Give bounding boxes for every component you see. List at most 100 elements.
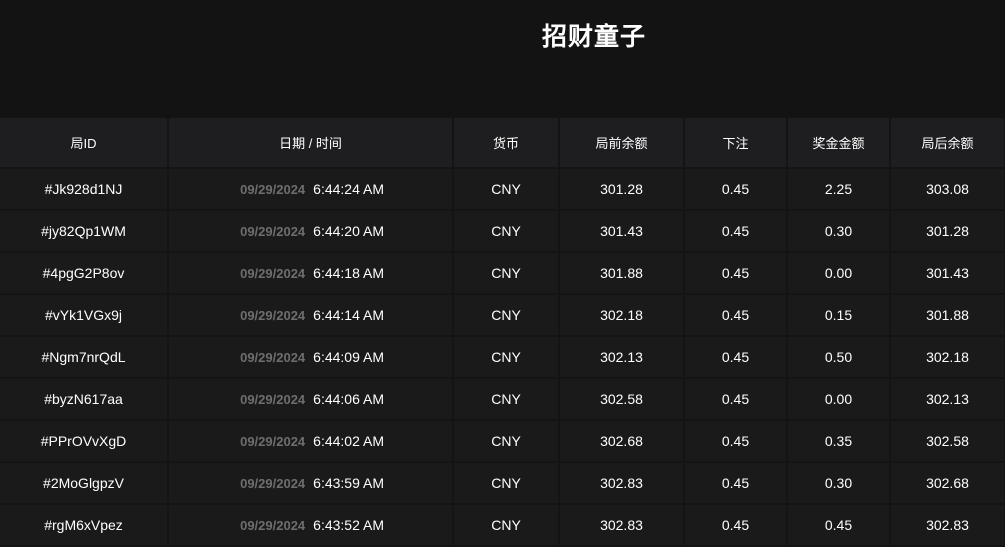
datetime: 09/29/2024 6:44:18 AM <box>168 252 454 295</box>
balance-before: 301.28 <box>559 168 685 211</box>
date: 09/29/2024 <box>240 308 306 323</box>
balance-after: 303.08 <box>890 168 1005 211</box>
round-id[interactable]: #PPrOVvXgD <box>0 420 169 463</box>
bet: 0.45 <box>684 294 788 337</box>
datetime: 09/29/2024 6:44:24 AM <box>168 168 454 211</box>
date: 09/29/2024 <box>240 182 306 197</box>
bet: 0.45 <box>684 420 788 463</box>
currency: CNY <box>453 210 560 253</box>
datetime: 09/29/2024 6:44:06 AM <box>168 378 454 421</box>
currency: CNY <box>453 378 560 421</box>
bet: 0.45 <box>684 504 788 547</box>
round-id[interactable]: #rgM6xVpez <box>0 504 169 547</box>
balance-before: 301.43 <box>559 210 685 253</box>
bet: 0.45 <box>684 462 788 505</box>
datetime: 09/29/2024 6:44:02 AM <box>168 420 454 463</box>
bet: 0.45 <box>684 378 788 421</box>
time: 6:44:20 AM <box>313 223 384 239</box>
win: 0.45 <box>787 504 891 547</box>
win: 0.50 <box>787 336 891 379</box>
date: 09/29/2024 <box>240 392 306 407</box>
time: 6:44:02 AM <box>313 433 384 449</box>
win: 0.00 <box>787 252 891 295</box>
currency: CNY <box>453 504 560 547</box>
datetime: 09/29/2024 6:43:52 AM <box>168 504 454 547</box>
table-row[interactable]: #4pgG2P8ov 09/29/2024 6:44:18 AM CNY 301.… <box>0 252 1005 295</box>
time: 6:44:14 AM <box>313 307 384 323</box>
balance-before: 301.88 <box>559 252 685 295</box>
time: 6:44:09 AM <box>313 349 384 365</box>
datetime: 09/29/2024 6:43:59 AM <box>168 462 454 505</box>
col-round-id: 局ID <box>0 118 169 169</box>
round-id[interactable]: #2MoGlgpzV <box>0 462 169 505</box>
balance-after: 302.83 <box>890 504 1005 547</box>
col-datetime: 日期 / 时间 <box>168 118 454 169</box>
round-id[interactable]: #4pgG2P8ov <box>0 252 169 295</box>
win: 0.30 <box>787 210 891 253</box>
win: 0.00 <box>787 378 891 421</box>
header: 招财童子 <box>0 0 1005 118</box>
round-id[interactable]: #Ngm7nrQdL <box>0 336 169 379</box>
currency: CNY <box>453 420 560 463</box>
balance-after: 302.13 <box>890 378 1005 421</box>
win: 2.25 <box>787 168 891 211</box>
col-bet: 下注 <box>684 118 788 169</box>
col-currency: 货币 <box>453 118 560 169</box>
balance-after: 302.68 <box>890 462 1005 505</box>
win: 0.35 <box>787 420 891 463</box>
table-row[interactable]: #PPrOVvXgD 09/29/2024 6:44:02 AM CNY 302.… <box>0 420 1005 463</box>
date: 09/29/2024 <box>240 518 306 533</box>
table-row[interactable]: #Jk928d1NJ 09/29/2024 6:44:24 AM CNY 301.… <box>0 168 1005 211</box>
bet: 0.45 <box>684 168 788 211</box>
balance-before: 302.58 <box>559 378 685 421</box>
date: 09/29/2024 <box>240 476 306 491</box>
history-table: 局ID 日期 / 时间 货币 局前余额 下注 奖金金额 局后余额 #Jk928d… <box>0 118 1005 547</box>
bet: 0.45 <box>684 336 788 379</box>
col-balance-before: 局前余额 <box>559 118 685 169</box>
win: 0.15 <box>787 294 891 337</box>
table-header: 局ID 日期 / 时间 货币 局前余额 下注 奖金金额 局后余额 <box>0 118 1005 169</box>
bet: 0.45 <box>684 210 788 253</box>
table-row[interactable]: #rgM6xVpez 09/29/2024 6:43:52 AM CNY 302.… <box>0 504 1005 547</box>
currency: CNY <box>453 168 560 211</box>
balance-before: 302.18 <box>559 294 685 337</box>
table-row[interactable]: #Ngm7nrQdL 09/29/2024 6:44:09 AM CNY 302.… <box>0 336 1005 379</box>
page-title: 招财童子 <box>542 22 647 51</box>
date: 09/29/2024 <box>240 434 306 449</box>
balance-after: 301.88 <box>890 294 1005 337</box>
currency: CNY <box>453 252 560 295</box>
time: 6:43:52 AM <box>313 517 384 533</box>
date: 09/29/2024 <box>240 350 306 365</box>
balance-before: 302.83 <box>559 504 685 547</box>
datetime: 09/29/2024 6:44:09 AM <box>168 336 454 379</box>
time: 6:44:06 AM <box>313 391 384 407</box>
time: 6:44:24 AM <box>313 181 384 197</box>
table-row[interactable]: #vYk1VGx9j 09/29/2024 6:44:14 AM CNY 302.… <box>0 294 1005 337</box>
win: 0.30 <box>787 462 891 505</box>
round-id[interactable]: #vYk1VGx9j <box>0 294 169 337</box>
table-row[interactable]: #2MoGlgpzV 09/29/2024 6:43:59 AM CNY 302.… <box>0 462 1005 505</box>
datetime: 09/29/2024 6:44:20 AM <box>168 210 454 253</box>
balance-after: 302.18 <box>890 336 1005 379</box>
currency: CNY <box>453 336 560 379</box>
balance-before: 302.13 <box>559 336 685 379</box>
date: 09/29/2024 <box>240 224 306 239</box>
col-balance-after: 局后余额 <box>890 118 1005 169</box>
time: 6:43:59 AM <box>313 475 384 491</box>
currency: CNY <box>453 462 560 505</box>
round-id[interactable]: #jy82Qp1WM <box>0 210 169 253</box>
col-win: 奖金金额 <box>787 118 891 169</box>
round-id[interactable]: #byzN617aa <box>0 378 169 421</box>
table-row[interactable]: #jy82Qp1WM 09/29/2024 6:44:20 AM CNY 301.… <box>0 210 1005 253</box>
date: 09/29/2024 <box>240 266 306 281</box>
bet: 0.45 <box>684 252 788 295</box>
balance-after: 302.58 <box>890 420 1005 463</box>
datetime: 09/29/2024 6:44:14 AM <box>168 294 454 337</box>
balance-after: 301.28 <box>890 210 1005 253</box>
currency: CNY <box>453 294 560 337</box>
balance-before: 302.83 <box>559 462 685 505</box>
table-row[interactable]: #byzN617aa 09/29/2024 6:44:06 AM CNY 302.… <box>0 378 1005 421</box>
round-id[interactable]: #Jk928d1NJ <box>0 168 169 211</box>
balance-before: 302.68 <box>559 420 685 463</box>
balance-after: 301.43 <box>890 252 1005 295</box>
